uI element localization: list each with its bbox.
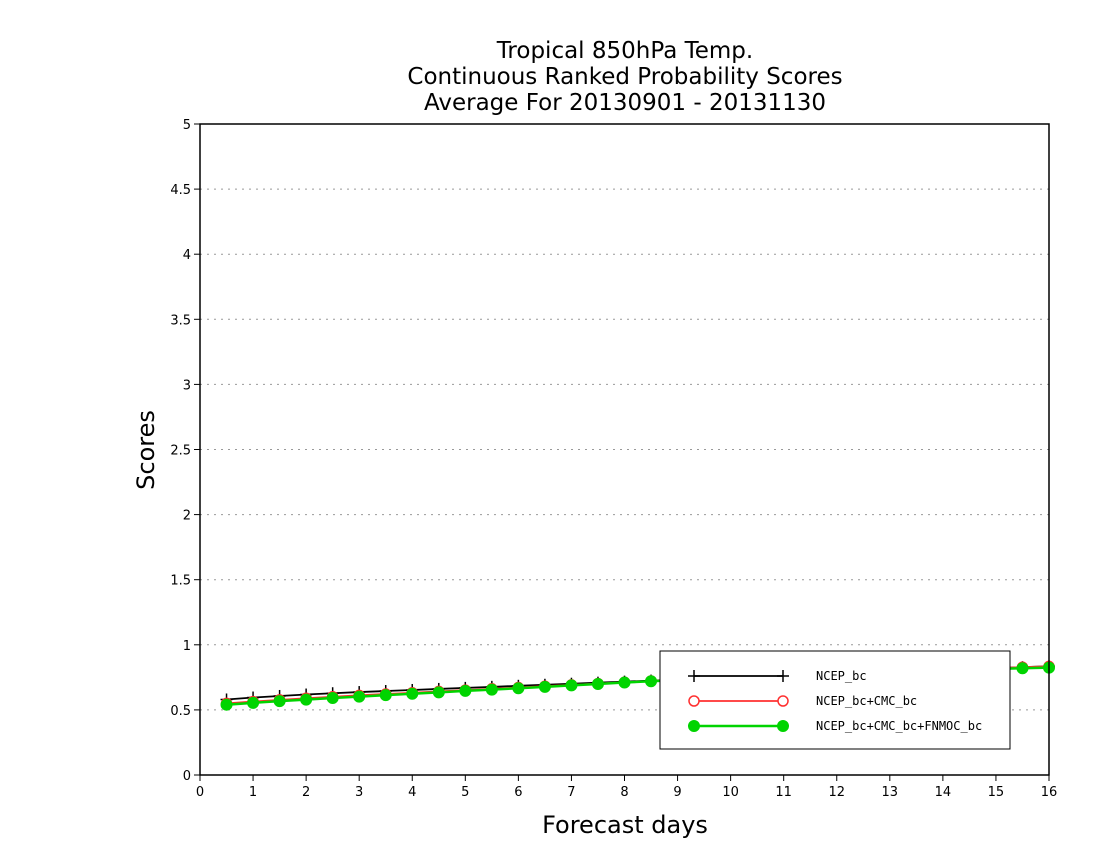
y-axis-ticks: 0 0.5 1 1.5 2 2.5 3 3.5 4 4.5 5 xyxy=(170,118,200,784)
legend-marker xyxy=(777,720,789,732)
y-tick-label: 5 xyxy=(183,118,191,133)
x-tick-label: 11 xyxy=(775,785,792,800)
y-tick-label: 2.5 xyxy=(170,444,191,459)
y-tick-label: 3 xyxy=(183,378,191,393)
x-tick-label: 16 xyxy=(1041,785,1058,800)
y-tick-label: 1.5 xyxy=(170,574,191,589)
grid-lines xyxy=(200,188,1049,711)
legend-label: NCEP_bc+CMC_bc xyxy=(816,694,917,708)
y-tick-label: 1 xyxy=(183,639,191,654)
legend-label: NCEP_bc+CMC_bc+FNMOC_bc xyxy=(816,719,982,733)
x-tick-label: 6 xyxy=(514,785,522,800)
data-point xyxy=(591,677,604,690)
data-point xyxy=(565,679,578,692)
x-tick-label: 3 xyxy=(355,785,363,800)
y-tick-label: 0.5 xyxy=(170,704,191,719)
data-point xyxy=(432,686,445,699)
x-tick-label: 5 xyxy=(461,785,469,800)
x-tick-label: 0 xyxy=(196,785,204,800)
chart-title: Tropical 850hPa Temp. Continuous Ranked … xyxy=(407,38,842,116)
x-tick-label: 13 xyxy=(882,785,899,800)
x-tick-label: 4 xyxy=(408,785,416,800)
x-tick-label: 2 xyxy=(302,785,310,800)
legend: NCEP_bc NCEP_bc+CMC_bc NCEP_bc+CMC_bc+FNMO… xyxy=(659,650,1011,750)
data-point xyxy=(220,698,233,711)
plot-frame xyxy=(199,123,1050,776)
y-tick-label: 2 xyxy=(183,509,191,524)
data-point xyxy=(459,684,472,697)
data-point xyxy=(247,696,260,709)
data-point xyxy=(353,690,366,703)
legend-marker xyxy=(688,695,700,707)
data-point xyxy=(273,695,286,708)
legend-marker xyxy=(777,670,789,682)
x-tick-label: 12 xyxy=(828,785,845,800)
x-tick-label: 10 xyxy=(722,785,739,800)
x-tick-label: 15 xyxy=(988,785,1005,800)
y-tick-label: 0 xyxy=(183,769,191,784)
x-tick-label: 7 xyxy=(567,785,575,800)
title-line-2: Continuous Ranked Probability Scores xyxy=(407,64,842,90)
data-point xyxy=(485,683,498,696)
legend-box xyxy=(659,650,1011,750)
x-axis-ticks: 0 1 2 3 4 5 6 7 8 9 10 11 12 13 14 15 16 xyxy=(196,775,1057,800)
legend-label: NCEP_bc xyxy=(816,669,867,683)
data-point xyxy=(538,680,551,693)
data-point xyxy=(645,675,658,688)
x-tick-label: 14 xyxy=(935,785,952,800)
y-tick-label: 4 xyxy=(183,248,191,263)
x-tick-label: 9 xyxy=(673,785,681,800)
x-tick-label: 8 xyxy=(620,785,628,800)
x-axis-label: Forecast days xyxy=(542,811,708,839)
legend-marker xyxy=(688,720,700,732)
legend-entry-3: NCEP_bc+CMC_bc+FNMOC_bc xyxy=(688,719,982,733)
data-point xyxy=(300,693,313,706)
data-point xyxy=(1016,662,1029,675)
data-point xyxy=(512,682,525,695)
data-point xyxy=(406,687,419,700)
legend-entry-1: NCEP_bc xyxy=(688,669,867,683)
data-point xyxy=(326,692,339,705)
title-line-3: Average For 20130901 - 20131130 xyxy=(424,90,826,116)
data-point xyxy=(618,676,631,689)
legend-entry-2: NCEP_bc+CMC_bc xyxy=(688,694,917,708)
y-axis-label: Scores xyxy=(132,410,160,490)
title-line-1: Tropical 850hPa Temp. xyxy=(496,38,753,64)
y-tick-label: 3.5 xyxy=(170,313,191,328)
legend-marker xyxy=(688,670,700,682)
data-point xyxy=(379,689,392,702)
legend-marker xyxy=(777,695,789,707)
x-tick-label: 1 xyxy=(249,785,257,800)
y-tick-label: 4.5 xyxy=(170,183,191,198)
